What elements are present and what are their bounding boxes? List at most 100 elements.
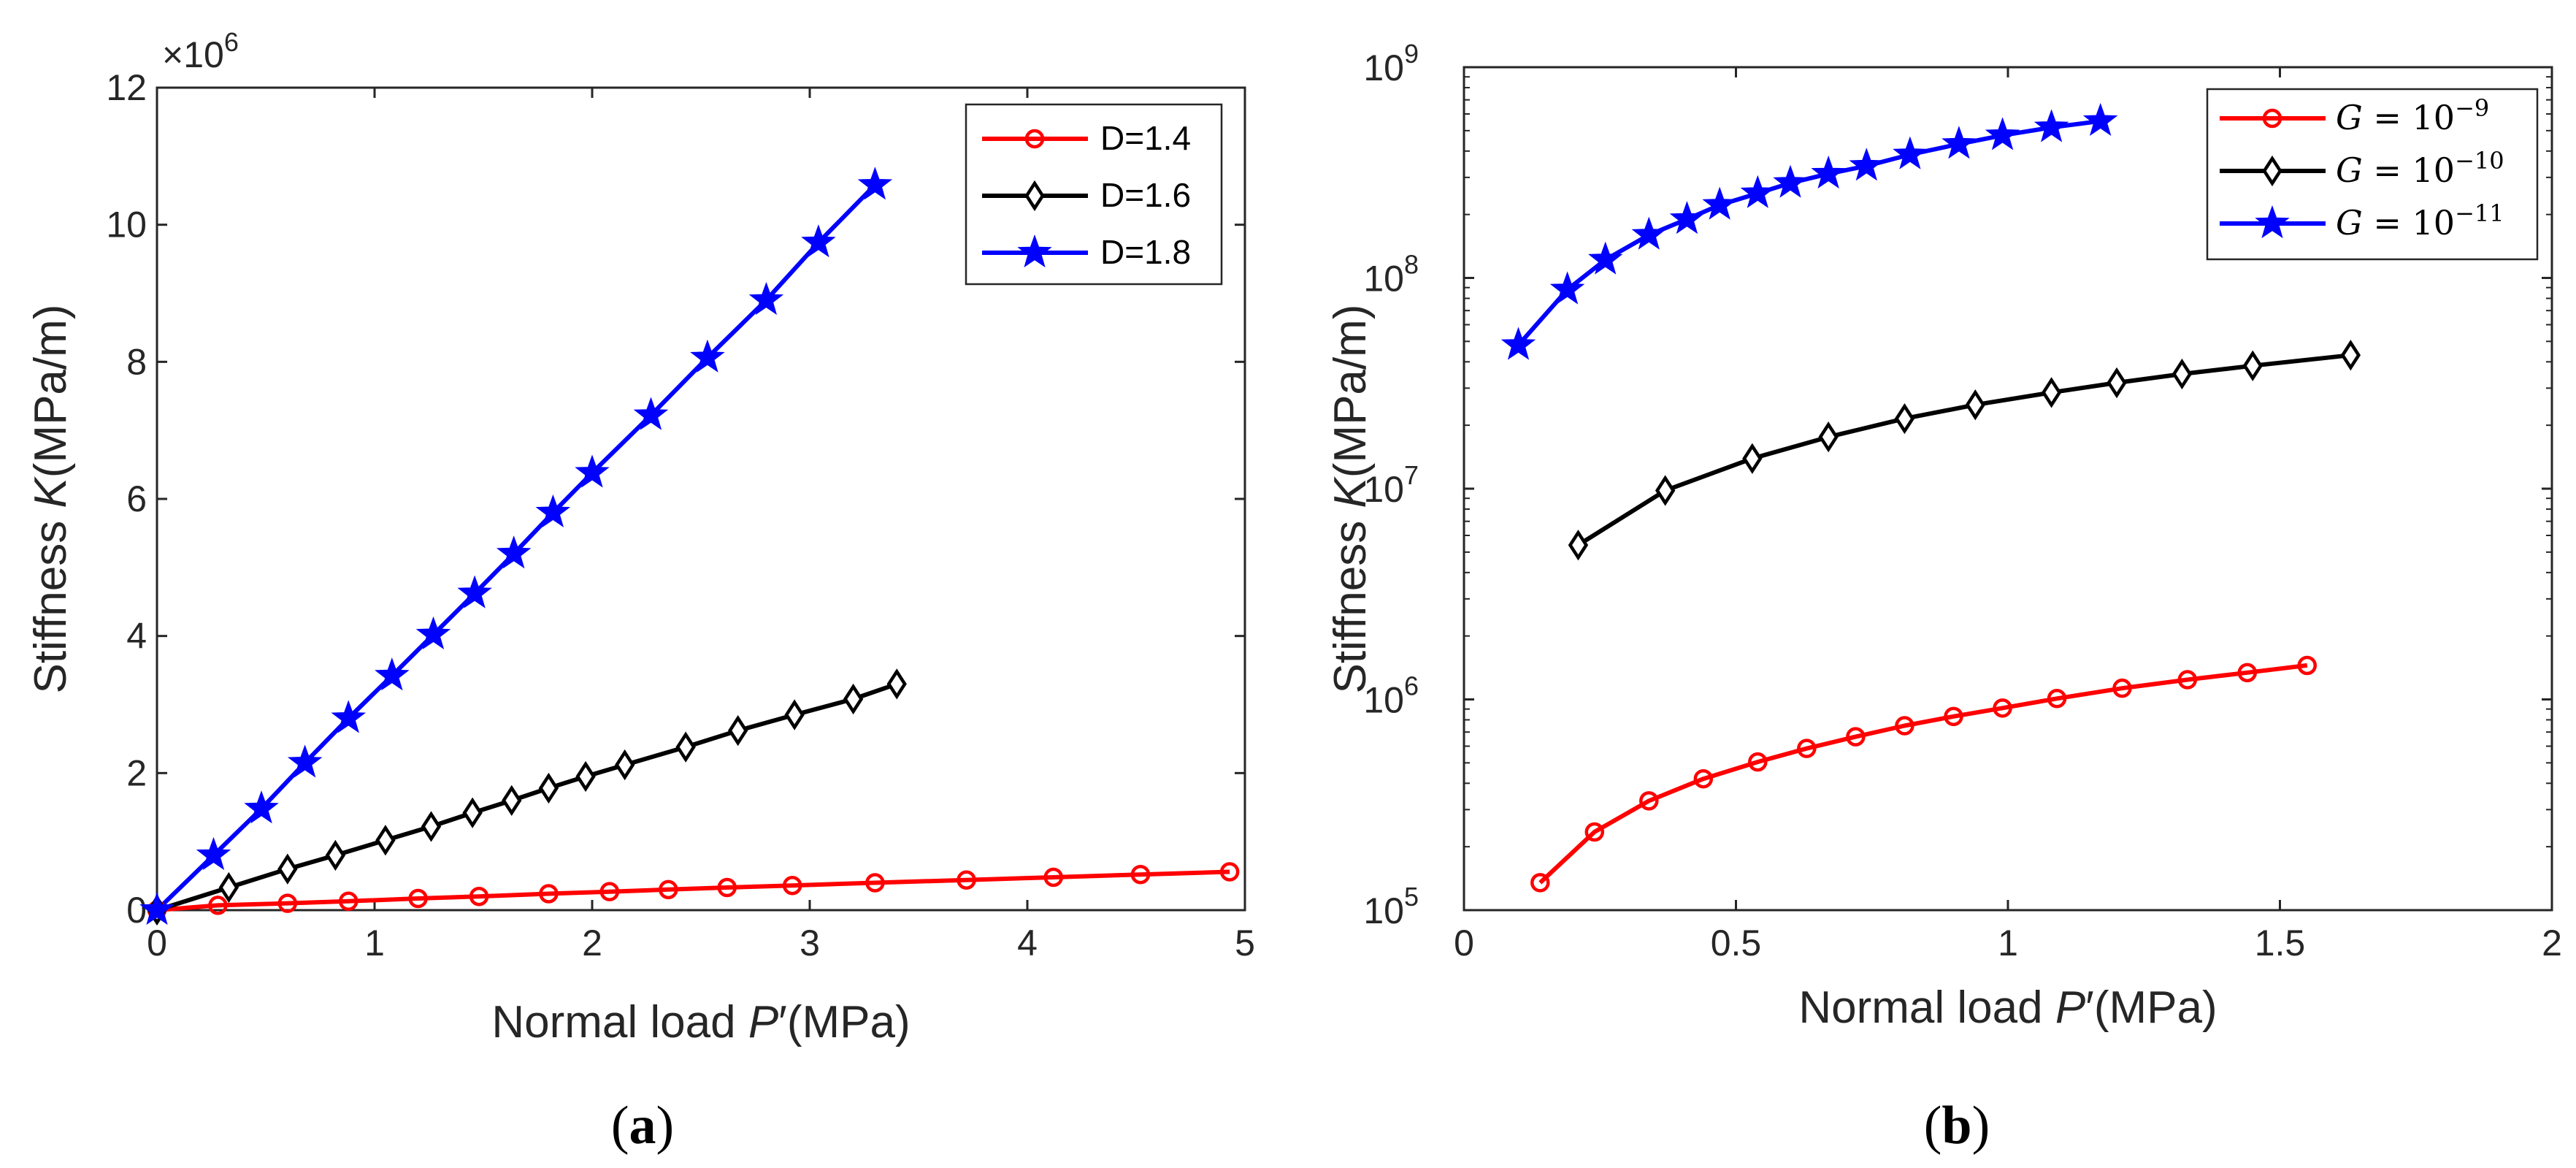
plot-b-point-0 <box>1895 716 1914 736</box>
plot-a-point-0 <box>717 877 737 898</box>
legend-a-marker-0 <box>1024 129 1045 149</box>
plot-a-point-2 <box>457 575 492 608</box>
plot-a-point-2 <box>801 224 836 258</box>
plot-a-ytick-label: 10 <box>106 205 147 245</box>
legend-b-g10: G = 10−10 <box>2336 147 2504 190</box>
plot-b-ytick-label: 105 <box>1363 882 1419 931</box>
plot-a-point-1 <box>575 760 596 793</box>
plot-a-xtick-label: 3 <box>800 923 820 963</box>
plot-b-xlabel: Normal load P′(MPa) <box>1798 982 2217 1033</box>
plot-a-point-0 <box>659 879 678 900</box>
plot-a-point-2 <box>375 657 410 691</box>
plot-b-series-line-0 <box>1538 663 2308 885</box>
legend-a-d18: D=1.8 <box>1100 233 1191 271</box>
plot-a-point-0 <box>599 882 620 901</box>
plot-a-point-1 <box>615 749 635 781</box>
plot-b-point-0 <box>1639 791 1659 811</box>
plot-b-point-2 <box>1702 186 1737 220</box>
plot-a-point-1 <box>727 715 748 747</box>
plot-b-point-1 <box>1818 421 1839 453</box>
plot-a-ytick-label: 2 <box>126 752 147 793</box>
plot-a-point-0 <box>782 875 802 896</box>
legend-b-g11: G = 10−11 <box>2336 199 2504 243</box>
plot-b-ylabel: Stiffness K(MPa/m) <box>1325 305 1376 694</box>
plot-a-point-1 <box>538 772 559 804</box>
plot-a-series-line-2 <box>155 183 877 912</box>
plot-a-xtick-label: 5 <box>1235 923 1255 963</box>
plot-a-xtick-label: 0 <box>147 923 167 963</box>
plot-b-point-0 <box>1993 698 2012 718</box>
plot-b-point-2 <box>1941 126 1977 159</box>
plot-a-point-2 <box>287 744 323 778</box>
plot-b-point-2 <box>1500 327 1536 360</box>
plot-a-point-2 <box>496 535 532 569</box>
plot-a-point-0 <box>338 891 359 912</box>
plot-a-xtick-label: 1 <box>364 923 385 963</box>
legend-b-marker-1 <box>2262 155 2282 187</box>
plot-b-ytick-label: 108 <box>1363 250 1419 299</box>
plot-a-point-1 <box>218 871 239 904</box>
plot-b-point-2 <box>1669 201 1705 234</box>
caption-a: (a) <box>611 1096 674 1156</box>
legend-a-d14: D=1.4 <box>1100 119 1191 157</box>
plot-b-point-1 <box>2041 377 2062 408</box>
plot-a-ytick-label: 4 <box>126 616 147 657</box>
plot-b-legend: G = 10−9 G = 10−10 G = 10−11 <box>2206 88 2539 261</box>
plot-b-point-1 <box>2107 367 2127 399</box>
plot-a-point-1 <box>843 683 864 715</box>
plot-b-point-2 <box>1893 136 1928 169</box>
plot-a-series-line-1 <box>156 682 898 912</box>
plot-a-point-1 <box>277 853 298 885</box>
plot-b-point-2 <box>2033 109 2069 142</box>
panel-b: 0 0.5 1 1.5 2 105 106 107 108 109 Normal load P′(… <box>1325 39 2562 1156</box>
plot-b-point-2 <box>1985 117 2020 150</box>
plot-a-point-1 <box>886 668 907 700</box>
plot-b-legend-marks <box>2220 108 2326 239</box>
plot-b-point-0 <box>1846 727 1866 747</box>
legend-b-marker-2 <box>2255 205 2290 239</box>
plot-a-point-2 <box>139 892 175 925</box>
plot-b-point-1 <box>1568 530 1589 561</box>
plot-b-point-0 <box>1584 822 1605 842</box>
legend-b-g9: G = 10−9 <box>2336 94 2489 137</box>
plot-b-point-1 <box>1655 475 1676 506</box>
plot-a-point-0 <box>1130 864 1151 885</box>
plot-b-point-0 <box>1530 873 1550 893</box>
plot-a-ytick-label: 8 <box>126 341 147 382</box>
plot-a-point-2 <box>748 281 784 316</box>
plot-a-xtick-label: 4 <box>1017 923 1038 963</box>
plot-b-point-1 <box>2340 340 2361 371</box>
plot-a-point-0 <box>208 896 228 915</box>
plot-a-point-0 <box>539 884 559 904</box>
plot-b-series <box>1500 102 2361 893</box>
plot-b-point-0 <box>1693 768 1714 789</box>
plot-b-point-0 <box>1748 752 1768 772</box>
plot-a-point-2 <box>633 397 669 430</box>
plot-b-point-2 <box>1588 241 1623 275</box>
plot-a-ylabel: Stiffness K(MPa/m) <box>26 305 76 694</box>
plot-a-xlabel: Normal load P′(MPa) <box>491 997 910 1047</box>
plot-b-point-1 <box>1742 443 1763 474</box>
plot-a-point-0 <box>408 888 428 909</box>
plot-a-xtick-label: 2 <box>582 923 602 963</box>
plot-a-point-2 <box>244 790 279 824</box>
plot-a-exponent: ×106 <box>162 27 239 75</box>
plot-a-point-1 <box>421 811 442 842</box>
plot-b-ytick-label: 109 <box>1363 39 1419 88</box>
plot-b-point-2 <box>1631 216 1666 250</box>
plot-b-point-0 <box>2047 689 2067 709</box>
plot-b-point-0 <box>2237 663 2258 683</box>
legend-b-marker-0 <box>2262 108 2282 129</box>
plot-b-point-2 <box>2082 102 2118 137</box>
legend-a-marker-1 <box>1024 180 1045 212</box>
plot-b-point-2 <box>1740 175 1775 208</box>
plot-b-xtick-label: 1.5 <box>2255 923 2306 963</box>
plot-a-point-0 <box>469 886 489 906</box>
legend-a-marker-2 <box>1017 234 1052 268</box>
plot-b-point-0 <box>2177 670 2198 690</box>
plot-a-point-2 <box>196 836 231 871</box>
plot-a-point-1 <box>502 785 522 817</box>
plot-a-point-2 <box>857 167 893 200</box>
plot-b-point-2 <box>1849 148 1885 181</box>
